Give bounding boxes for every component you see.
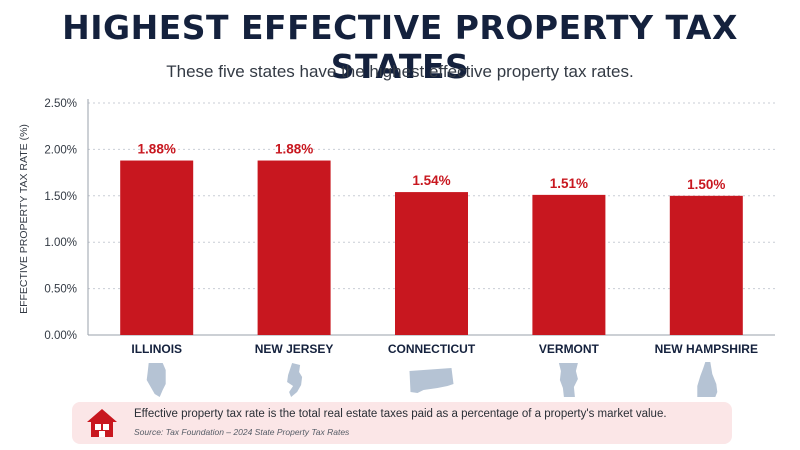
y-tick-label: 2.00%	[44, 144, 77, 156]
bar-chart: 0.00% 0.50% 1.00% 1.50% 2.00% 2.50% EFFECTIVE …	[18, 98, 775, 397]
bar-value-label: 1.88%	[275, 142, 313, 157]
y-tick-label: 2.50%	[44, 98, 77, 110]
bar-new-hampshire	[669, 195, 743, 335]
illinois-shape-icon	[146, 363, 166, 397]
page-subtitle: These five states have the highest effec…	[166, 62, 634, 81]
bar-connecticut	[395, 192, 468, 335]
connecticut-shape-icon	[409, 368, 454, 393]
bar-value-label: 1.50%	[687, 177, 725, 192]
bar-value-label: 1.88%	[138, 142, 176, 157]
bar-vermont	[532, 194, 606, 335]
x-tick-label: NEW JERSEY	[255, 342, 334, 356]
y-axis-title: EFFECTIVE PROPERTY TAX RATE (%)	[18, 124, 30, 314]
bar-new-jersey	[257, 160, 331, 335]
bar-value-label: 1.51%	[550, 176, 588, 191]
bar-value-label: 1.54%	[412, 173, 450, 188]
definition-note: Effective property tax rate is the total…	[72, 402, 732, 444]
x-tick-label: VERMONT	[539, 342, 600, 356]
definition-text: Effective property tax rate is the total…	[134, 408, 667, 420]
x-tick-label: NEW HAMPSHIRE	[655, 342, 758, 356]
x-tick-label: CONNECTICUT	[388, 342, 476, 356]
y-tick-label: 0.00%	[44, 330, 77, 342]
y-tick-label: 1.50%	[44, 191, 77, 203]
new-jersey-shape-icon	[287, 363, 303, 397]
vermont-shape-icon	[558, 363, 578, 397]
new-hampshire-shape-icon	[697, 362, 718, 397]
bar-illinois	[120, 160, 194, 335]
y-tick-label: 1.00%	[44, 237, 77, 249]
x-tick-label: ILLINOIS	[131, 342, 182, 356]
page-title: HIGHEST EFFECTIVE PROPERTY TAX STATES	[62, 8, 738, 86]
y-tick-label: 0.50%	[44, 284, 77, 296]
house-icon	[87, 409, 117, 437]
source-text: Source: Tax Foundation – 2024 State Prop…	[134, 427, 350, 437]
